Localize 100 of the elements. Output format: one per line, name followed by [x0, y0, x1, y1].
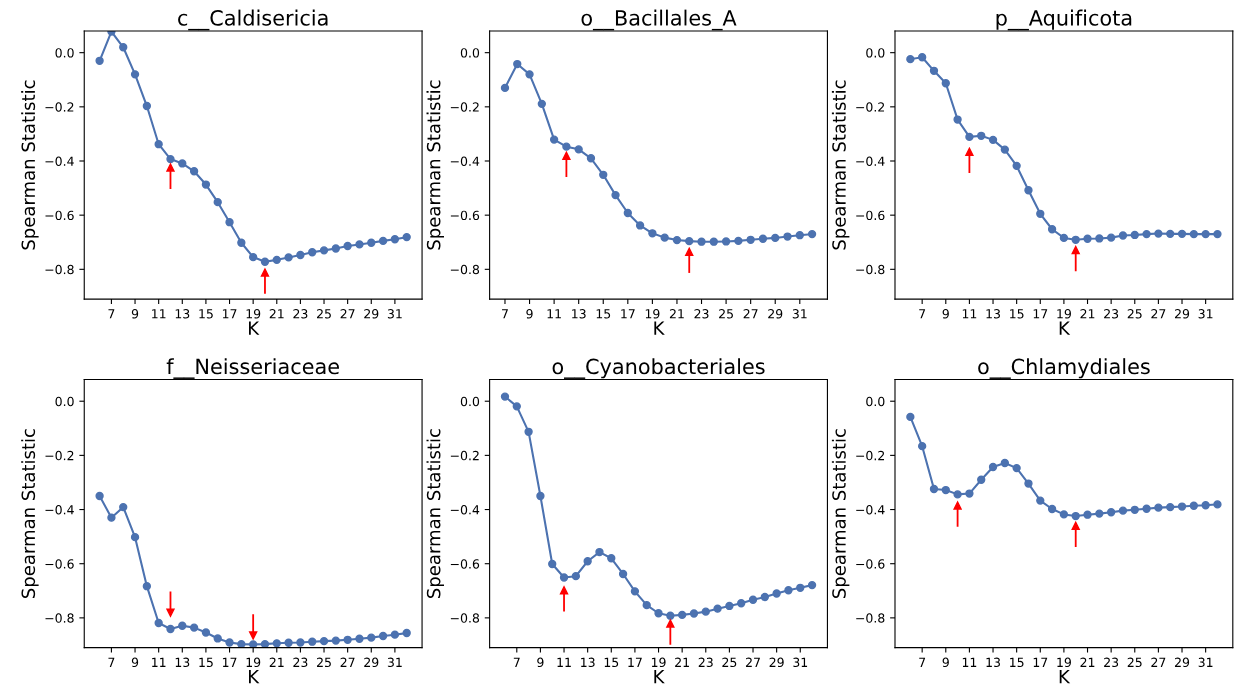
point	[917, 442, 927, 451]
point	[771, 233, 780, 243]
x-tick-label: 15	[1010, 657, 1024, 668]
x-tick-label: 9	[131, 309, 139, 319]
y-tick-label: −0.8	[45, 264, 74, 275]
point	[1106, 233, 1116, 242]
y-tick-label: −0.6	[856, 559, 885, 569]
y-tick-label: −0.4	[856, 156, 885, 166]
point	[296, 250, 305, 260]
x-tick-label: 9	[942, 657, 949, 668]
point	[402, 232, 411, 242]
x-tick-label: 29	[364, 657, 379, 668]
point	[906, 412, 915, 422]
point	[402, 628, 411, 638]
x-tick-label: 27	[340, 657, 355, 667]
point	[666, 611, 675, 620]
x-tick-label: 9	[526, 309, 533, 319]
point	[1036, 496, 1045, 505]
x-tick-label: 7	[919, 657, 926, 667]
x-tick-label: 25	[1127, 657, 1142, 668]
y-axis-title: Spearman Statistic	[21, 80, 39, 250]
y-tick-label: −0.8	[856, 613, 885, 623]
point	[284, 638, 293, 647]
point	[1189, 501, 1198, 510]
point	[941, 485, 950, 495]
point	[178, 621, 187, 630]
point	[178, 159, 187, 168]
point	[513, 59, 522, 69]
y-tick-label: −0.4	[450, 505, 480, 515]
x-tick-label: 25	[722, 657, 737, 668]
point	[1142, 504, 1151, 513]
x-tick-label: 25	[719, 309, 733, 319]
point	[689, 609, 699, 618]
x-tick-label: 21	[269, 657, 284, 667]
point	[1201, 229, 1210, 239]
x-tick-label: 17	[222, 657, 237, 667]
x-tick-label: 19	[246, 657, 261, 668]
point	[260, 257, 270, 266]
point	[189, 167, 199, 176]
point	[331, 636, 341, 645]
point	[1071, 245, 1080, 255]
x-tick-label: 29	[769, 657, 784, 668]
point	[189, 623, 199, 632]
point	[367, 238, 376, 247]
x-tick-label: 15	[199, 657, 213, 668]
point	[574, 145, 583, 154]
x-tick-label: 17	[1033, 657, 1048, 667]
x-tick-label: 17	[1033, 309, 1048, 319]
point	[213, 197, 222, 207]
x-tick-label: 15	[604, 657, 619, 668]
y-tick-label: 0.0	[55, 396, 74, 407]
point	[331, 244, 341, 253]
point	[635, 221, 645, 230]
point	[953, 490, 962, 499]
point	[166, 608, 175, 617]
point	[784, 586, 793, 595]
x-tick-label: 31	[387, 657, 402, 668]
y-tick-label: 0.0	[866, 396, 885, 407]
point	[1012, 161, 1021, 171]
x-tick-label: 21	[669, 309, 684, 319]
x-tick-label: 31	[1198, 657, 1213, 668]
y-tick-label: −0.8	[856, 264, 885, 275]
x-tick-label: 27	[743, 309, 758, 319]
point	[319, 246, 329, 255]
point	[1095, 234, 1104, 243]
x-tick-label: 9	[537, 657, 544, 668]
x-axis-title: K	[654, 670, 665, 684]
x-tick-label: 19	[1057, 309, 1071, 319]
x-axis-title: K	[249, 321, 260, 335]
x-tick-label: 31	[792, 309, 807, 319]
point	[201, 180, 211, 189]
point	[1106, 508, 1116, 517]
point	[1142, 229, 1151, 239]
point	[630, 587, 640, 596]
point	[119, 502, 128, 512]
point	[807, 580, 817, 590]
point	[654, 609, 663, 618]
point	[1213, 500, 1222, 509]
chart-title: c__Caldisericia	[178, 9, 328, 31]
point	[355, 240, 364, 249]
point	[512, 402, 521, 411]
point	[1118, 231, 1128, 240]
point	[559, 586, 569, 595]
y-tick-label: 0.0	[866, 48, 885, 58]
point	[500, 392, 510, 401]
point	[701, 607, 710, 616]
x-axis-title: K	[249, 670, 260, 684]
y-tick-label: −0.4	[856, 505, 885, 515]
y-tick-label: −0.6	[856, 210, 885, 221]
point	[284, 253, 293, 262]
x-tick-label: 29	[1174, 657, 1190, 668]
point	[666, 619, 675, 628]
point	[583, 557, 592, 566]
point	[685, 247, 694, 256]
point	[1095, 509, 1104, 518]
chart-title: p__Aquificota	[996, 9, 1132, 31]
point	[988, 462, 998, 472]
point	[648, 229, 657, 238]
point	[308, 637, 317, 646]
point	[390, 235, 400, 244]
